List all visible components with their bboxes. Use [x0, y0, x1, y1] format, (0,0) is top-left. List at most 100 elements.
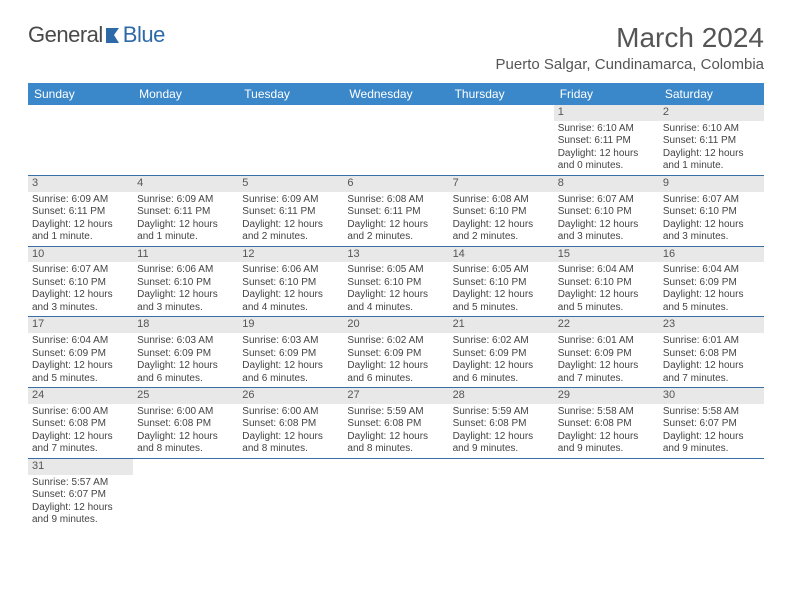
daylight-text: Daylight: 12 hours and 3 minutes.: [32, 289, 129, 314]
day-number: 3: [28, 176, 133, 192]
day-number: 29: [554, 388, 659, 404]
day-header: Thursday: [449, 83, 554, 105]
daylight-text: Daylight: 12 hours and 6 minutes.: [242, 360, 339, 385]
sunrise-text: Sunrise: 6:06 AM: [242, 264, 339, 277]
day-number: 4: [133, 176, 238, 192]
day-body: Sunrise: 6:01 AMSunset: 6:08 PMDaylight:…: [659, 333, 764, 387]
day-number: 9: [659, 176, 764, 192]
day-number: 10: [28, 247, 133, 263]
sunset-text: Sunset: 6:09 PM: [32, 348, 129, 361]
day-body: Sunrise: 5:58 AMSunset: 6:08 PMDaylight:…: [554, 404, 659, 458]
day-number: 5: [238, 176, 343, 192]
sunset-text: Sunset: 6:07 PM: [663, 418, 760, 431]
day-number: 13: [343, 247, 448, 263]
sunrise-text: Sunrise: 6:02 AM: [453, 335, 550, 348]
sunrise-text: Sunrise: 6:07 AM: [663, 194, 760, 207]
day-body: Sunrise: 5:57 AMSunset: 6:07 PMDaylight:…: [28, 475, 133, 529]
sunset-text: Sunset: 6:10 PM: [558, 277, 655, 290]
sunset-text: Sunset: 6:11 PM: [137, 206, 234, 219]
day-body: Sunrise: 6:09 AMSunset: 6:11 PMDaylight:…: [238, 192, 343, 246]
day-number: 31: [28, 459, 133, 475]
sunrise-text: Sunrise: 5:57 AM: [32, 477, 129, 490]
day-body: Sunrise: 6:04 AMSunset: 6:10 PMDaylight:…: [554, 262, 659, 316]
sunrise-text: Sunrise: 6:09 AM: [242, 194, 339, 207]
calendar-cell: 22Sunrise: 6:01 AMSunset: 6:09 PMDayligh…: [554, 317, 659, 387]
daylight-text: Daylight: 12 hours and 9 minutes.: [453, 431, 550, 456]
day-number: 11: [133, 247, 238, 263]
calendar-cell: [554, 459, 659, 529]
calendar-cell: [659, 459, 764, 529]
day-body: Sunrise: 6:05 AMSunset: 6:10 PMDaylight:…: [449, 262, 554, 316]
day-number: 15: [554, 247, 659, 263]
calendar-cell: [133, 459, 238, 529]
sunrise-text: Sunrise: 6:08 AM: [347, 194, 444, 207]
day-header-row: Sunday Monday Tuesday Wednesday Thursday…: [28, 83, 764, 105]
day-body: Sunrise: 6:10 AMSunset: 6:11 PMDaylight:…: [554, 121, 659, 175]
day-number: 16: [659, 247, 764, 263]
day-header: Sunday: [28, 83, 133, 105]
day-body: Sunrise: 5:59 AMSunset: 6:08 PMDaylight:…: [449, 404, 554, 458]
daylight-text: Daylight: 12 hours and 3 minutes.: [558, 219, 655, 244]
sunrise-text: Sunrise: 5:59 AM: [453, 406, 550, 419]
daylight-text: Daylight: 12 hours and 7 minutes.: [558, 360, 655, 385]
calendar-cell: [343, 105, 448, 175]
daylight-text: Daylight: 12 hours and 5 minutes.: [558, 289, 655, 314]
day-body: Sunrise: 6:02 AMSunset: 6:09 PMDaylight:…: [343, 333, 448, 387]
month-title: March 2024: [496, 22, 764, 54]
daylight-text: Daylight: 12 hours and 8 minutes.: [347, 431, 444, 456]
sunrise-text: Sunrise: 6:06 AM: [137, 264, 234, 277]
sunset-text: Sunset: 6:09 PM: [663, 277, 760, 290]
calendar-cell: 4Sunrise: 6:09 AMSunset: 6:11 PMDaylight…: [133, 176, 238, 246]
day-number: 1: [554, 105, 659, 121]
sunset-text: Sunset: 6:08 PM: [453, 418, 550, 431]
daylight-text: Daylight: 12 hours and 3 minutes.: [663, 219, 760, 244]
daylight-text: Daylight: 12 hours and 6 minutes.: [453, 360, 550, 385]
day-number: 7: [449, 176, 554, 192]
sunrise-text: Sunrise: 5:59 AM: [347, 406, 444, 419]
sunrise-text: Sunrise: 6:07 AM: [558, 194, 655, 207]
calendar-cell: 21Sunrise: 6:02 AMSunset: 6:09 PMDayligh…: [449, 317, 554, 387]
flag-icon: [105, 26, 125, 44]
day-header: Wednesday: [343, 83, 448, 105]
calendar-cell: 24Sunrise: 6:00 AMSunset: 6:08 PMDayligh…: [28, 388, 133, 458]
day-body: Sunrise: 5:58 AMSunset: 6:07 PMDaylight:…: [659, 404, 764, 458]
day-number: 2: [659, 105, 764, 121]
sunrise-text: Sunrise: 6:00 AM: [242, 406, 339, 419]
day-body: Sunrise: 6:00 AMSunset: 6:08 PMDaylight:…: [238, 404, 343, 458]
sunrise-text: Sunrise: 6:09 AM: [32, 194, 129, 207]
calendar-cell: 11Sunrise: 6:06 AMSunset: 6:10 PMDayligh…: [133, 247, 238, 317]
sunset-text: Sunset: 6:08 PM: [137, 418, 234, 431]
day-body: Sunrise: 6:10 AMSunset: 6:11 PMDaylight:…: [659, 121, 764, 175]
calendar-cell: 28Sunrise: 5:59 AMSunset: 6:08 PMDayligh…: [449, 388, 554, 458]
day-body: Sunrise: 6:06 AMSunset: 6:10 PMDaylight:…: [133, 262, 238, 316]
calendar-week: 3Sunrise: 6:09 AMSunset: 6:11 PMDaylight…: [28, 176, 764, 247]
daylight-text: Daylight: 12 hours and 8 minutes.: [137, 431, 234, 456]
daylight-text: Daylight: 12 hours and 4 minutes.: [347, 289, 444, 314]
sunset-text: Sunset: 6:07 PM: [32, 489, 129, 502]
calendar-cell: 9Sunrise: 6:07 AMSunset: 6:10 PMDaylight…: [659, 176, 764, 246]
day-number: 20: [343, 317, 448, 333]
calendar-cell: 30Sunrise: 5:58 AMSunset: 6:07 PMDayligh…: [659, 388, 764, 458]
day-header: Monday: [133, 83, 238, 105]
day-body: Sunrise: 6:09 AMSunset: 6:11 PMDaylight:…: [28, 192, 133, 246]
calendar-cell: 17Sunrise: 6:04 AMSunset: 6:09 PMDayligh…: [28, 317, 133, 387]
calendar-week: 1Sunrise: 6:10 AMSunset: 6:11 PMDaylight…: [28, 105, 764, 176]
calendar-cell: 20Sunrise: 6:02 AMSunset: 6:09 PMDayligh…: [343, 317, 448, 387]
daylight-text: Daylight: 12 hours and 2 minutes.: [242, 219, 339, 244]
calendar-cell: 3Sunrise: 6:09 AMSunset: 6:11 PMDaylight…: [28, 176, 133, 246]
day-body: Sunrise: 6:06 AMSunset: 6:10 PMDaylight:…: [238, 262, 343, 316]
day-body: Sunrise: 6:03 AMSunset: 6:09 PMDaylight:…: [133, 333, 238, 387]
daylight-text: Daylight: 12 hours and 7 minutes.: [663, 360, 760, 385]
day-number: 23: [659, 317, 764, 333]
calendar-cell: 5Sunrise: 6:09 AMSunset: 6:11 PMDaylight…: [238, 176, 343, 246]
logo-mark: Blue: [103, 22, 165, 48]
calendar-cell: 7Sunrise: 6:08 AMSunset: 6:10 PMDaylight…: [449, 176, 554, 246]
day-number: 28: [449, 388, 554, 404]
calendar-week: 24Sunrise: 6:00 AMSunset: 6:08 PMDayligh…: [28, 388, 764, 459]
daylight-text: Daylight: 12 hours and 4 minutes.: [242, 289, 339, 314]
calendar-cell: [343, 459, 448, 529]
day-body: Sunrise: 6:01 AMSunset: 6:09 PMDaylight:…: [554, 333, 659, 387]
day-number: 27: [343, 388, 448, 404]
sunrise-text: Sunrise: 6:09 AM: [137, 194, 234, 207]
day-body: Sunrise: 6:04 AMSunset: 6:09 PMDaylight:…: [659, 262, 764, 316]
